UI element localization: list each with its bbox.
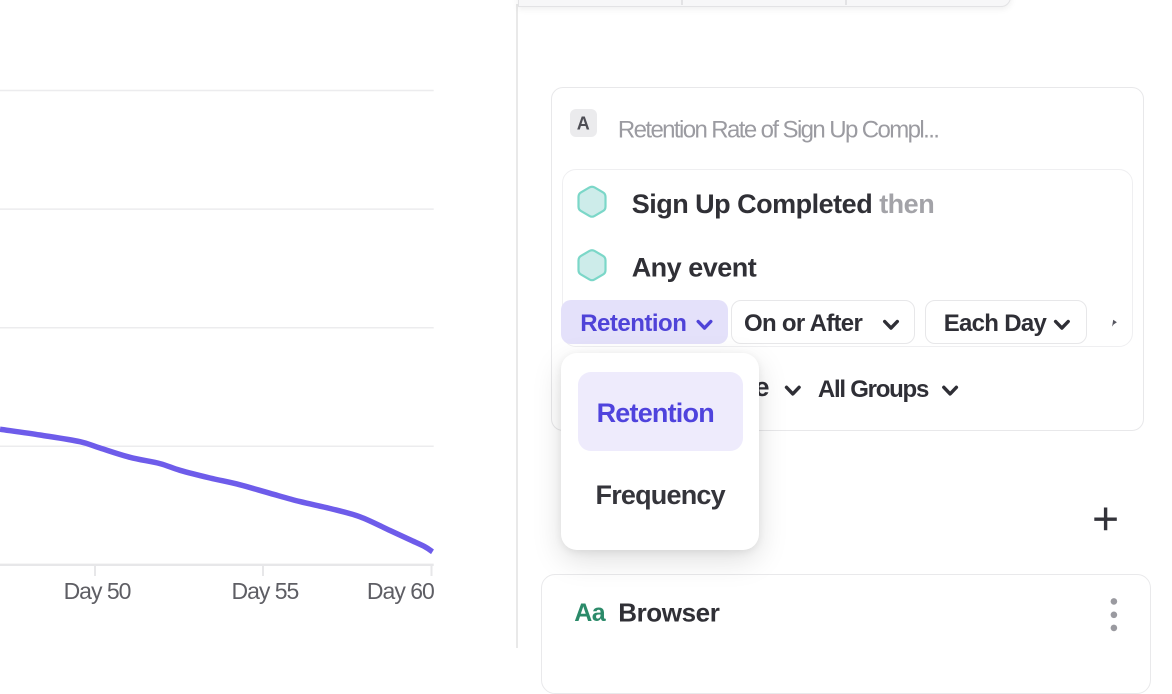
svg-text:Day 50: Day 50: [64, 578, 131, 604]
svg-text:Day 55: Day 55: [231, 578, 298, 604]
svg-text:Day 60: Day 60: [367, 578, 434, 604]
